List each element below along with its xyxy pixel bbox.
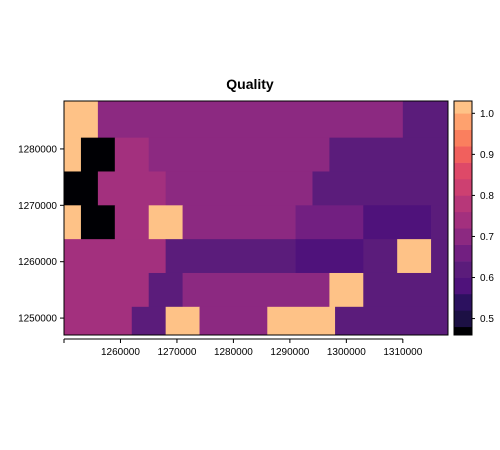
heatmap-cell-16	[182, 205, 296, 240]
colorbar-swatch-4	[454, 261, 472, 278]
heatmap-cell-6	[148, 137, 330, 172]
colorbar-swatch-10	[454, 162, 472, 180]
heatmap-cell-22	[295, 239, 364, 274]
colorbar-swatch-8	[454, 195, 472, 213]
colorbar-tick-label: 0.9	[480, 150, 494, 161]
x-tick-label: 1280000	[214, 347, 253, 358]
colorbar-swatch-5	[454, 244, 472, 262]
colorbar-swatch-13	[454, 113, 472, 131]
y-tick-label: 1270000	[18, 201, 57, 212]
colorbar-swatch-0	[454, 326, 472, 336]
colorbar-tick-label: 0.7	[480, 232, 494, 243]
heatmap-cell-35	[267, 306, 336, 336]
heatmap-cell-26	[64, 272, 150, 308]
heatmap-cell-19	[431, 205, 449, 240]
heatmap-cell-10	[165, 171, 313, 206]
y-axis: 1250000 1260000 1270000 1280000	[18, 144, 64, 325]
colorbar-swatch-12	[454, 129, 472, 147]
heatmap-cell-33	[165, 306, 200, 336]
heatmap-cell-2	[402, 101, 449, 139]
x-tick-label: 1310000	[383, 347, 422, 358]
heatmap-cell-23	[363, 239, 398, 274]
heatmap-cell-5	[114, 137, 150, 172]
colorbar: 0.5 0.6 0.7 0.8 0.9 1.0	[453, 100, 494, 336]
heatmap-cell-36	[335, 306, 449, 336]
heatmap-cell-12	[64, 205, 82, 240]
colorbar-swatch-9	[454, 179, 472, 196]
heatmap-cell-30	[363, 272, 449, 308]
colorbar-swatch-1	[454, 310, 472, 328]
x-tick-label: 1300000	[327, 347, 366, 358]
colorbar-swatch-6	[454, 228, 472, 245]
heatmap-cell-25	[431, 239, 449, 274]
heatmap-cell-32	[131, 306, 167, 336]
heatmap-cell-3	[64, 137, 82, 172]
colorbar-swatch-14	[454, 101, 472, 114]
colorbar-frame	[453, 100, 473, 336]
heatmap-cell-7	[329, 137, 449, 172]
x-tick-label: 1270000	[157, 347, 196, 358]
y-tick-label: 1280000	[18, 144, 57, 155]
y-tick-label: 1260000	[18, 257, 57, 268]
heatmap-cell-1	[97, 101, 404, 139]
plot-frame	[63, 100, 449, 336]
colorbar-swatch-3	[454, 277, 472, 295]
colorbar-swatch-7	[454, 211, 472, 229]
x-axis: 1260000 1270000 1280000 1290000 1300000 13100…	[63, 338, 423, 358]
heatmap-cell-11	[312, 171, 449, 206]
heatmap-cell-27	[148, 272, 183, 308]
heatmap-cell-20	[64, 239, 167, 274]
heatmap-cell-34	[199, 306, 268, 336]
heatmap-cell-0	[64, 101, 99, 139]
heatmap-cell-14	[114, 205, 150, 240]
heatmap-cell-13	[80, 205, 116, 240]
colorbar-tick-label: 1.0	[480, 109, 494, 120]
heatmap-cell-4	[80, 137, 116, 172]
heatmap-cell-9	[97, 171, 167, 206]
colorbar-swatch-2	[454, 293, 472, 311]
heatmap-cell-29	[329, 272, 364, 308]
y-tick-label: 1250000	[18, 314, 57, 325]
heatmap-cells	[64, 101, 449, 336]
heatmap-cell-15	[148, 205, 183, 240]
heatmap-cell-17	[295, 205, 364, 240]
heatmap-cell-8	[64, 171, 99, 206]
heatmap-cell-28	[182, 272, 330, 308]
heatmap-cell-18	[363, 205, 432, 240]
colorbar-tick-label: 0.6	[480, 273, 494, 284]
x-tick-label: 1260000	[101, 347, 140, 358]
heatmap-cell-21	[165, 239, 296, 274]
heatmap-cell-31	[64, 306, 133, 336]
chart-title: Quality	[226, 76, 274, 92]
colorbar-swatch-11	[454, 146, 472, 163]
colorbar-tick-label: 0.8	[480, 191, 494, 202]
colorbar-tick-label: 0.5	[480, 314, 494, 325]
heatmap-cell-24	[397, 239, 432, 274]
x-tick-label: 1290000	[270, 347, 309, 358]
